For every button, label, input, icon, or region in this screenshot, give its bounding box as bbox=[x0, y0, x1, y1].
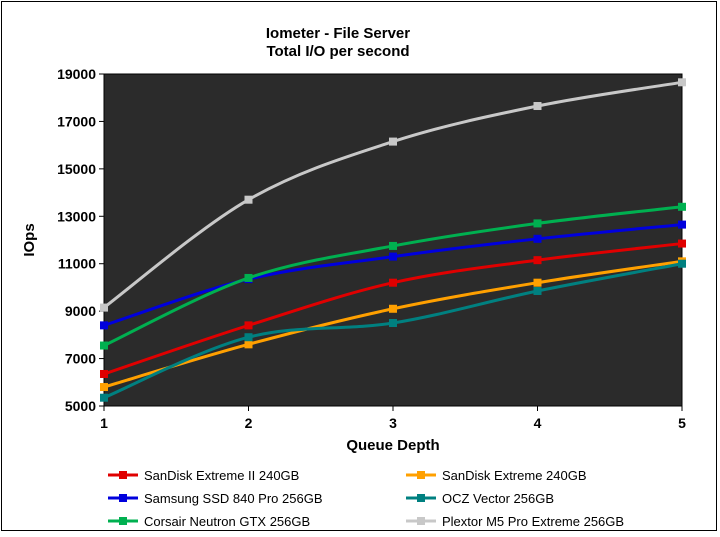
data-point bbox=[533, 256, 542, 265]
data-point bbox=[678, 78, 686, 87]
y-tick-label: 17000 bbox=[57, 113, 96, 129]
chart-subtitle: Total I/O per second bbox=[266, 43, 409, 60]
legend-label: OCZ Vector 256GB bbox=[442, 491, 554, 506]
legend-swatch-marker bbox=[417, 471, 425, 479]
legend-item: Plextor M5 Pro Extreme 256GB bbox=[406, 514, 624, 529]
data-point bbox=[244, 340, 253, 349]
data-point bbox=[100, 321, 108, 330]
data-point bbox=[244, 333, 253, 342]
data-point bbox=[100, 303, 108, 312]
legend-swatch-marker bbox=[119, 517, 127, 525]
data-point bbox=[389, 241, 397, 250]
data-point bbox=[533, 286, 542, 295]
series-0 bbox=[100, 239, 686, 378]
x-tick-label: 3 bbox=[389, 415, 397, 431]
y-tick-label: 11000 bbox=[58, 256, 96, 272]
y-tick-label: 19000 bbox=[57, 66, 96, 82]
data-point bbox=[100, 369, 108, 378]
legend-swatch-marker bbox=[417, 517, 425, 525]
legend-swatch-marker bbox=[119, 494, 127, 502]
y-tick-label: 13000 bbox=[57, 208, 96, 224]
legend-swatch-marker bbox=[119, 471, 127, 479]
data-point bbox=[533, 219, 542, 228]
y-tick-label: 5000 bbox=[65, 398, 96, 414]
y-axis-label: IOps bbox=[21, 223, 38, 256]
data-point bbox=[389, 319, 397, 327]
data-point bbox=[244, 321, 253, 330]
legend-label: Samsung SSD 840 Pro 256GB bbox=[144, 491, 323, 506]
data-point bbox=[678, 220, 686, 229]
legend-label: Corsair Neutron GTX 256GB bbox=[144, 514, 310, 529]
data-point bbox=[100, 393, 108, 402]
data-point bbox=[678, 259, 686, 268]
series-group bbox=[100, 78, 686, 402]
y-tick-label: 7000 bbox=[65, 351, 96, 367]
data-point bbox=[100, 383, 108, 392]
legend-item: OCZ Vector 256GB bbox=[406, 491, 554, 506]
plot-area bbox=[103, 73, 683, 407]
legend-item: Samsung SSD 840 Pro 256GB bbox=[108, 491, 323, 506]
y-axis: 5000 7000 9000 11000 13000 15000 17000 19000 bbox=[57, 66, 104, 414]
x-tick-label: 5 bbox=[678, 415, 686, 431]
data-point bbox=[533, 234, 542, 243]
data-point bbox=[533, 278, 542, 287]
data-point bbox=[389, 278, 397, 287]
legend-label: SanDisk Extreme II 240GB bbox=[144, 468, 299, 483]
x-tick-label: 4 bbox=[534, 415, 542, 431]
data-point bbox=[244, 273, 253, 282]
legend-item: SanDisk Extreme II 240GB bbox=[108, 468, 299, 483]
chart-title: Iometer - File Server bbox=[266, 25, 410, 42]
data-point bbox=[389, 137, 397, 146]
y-tick-label: 9000 bbox=[65, 303, 96, 319]
x-tick-label: 2 bbox=[245, 415, 253, 431]
x-axis-label: Queue Depth bbox=[346, 437, 439, 454]
legend-swatch-marker bbox=[417, 494, 425, 502]
data-point bbox=[100, 341, 108, 350]
x-tick-label: 1 bbox=[100, 415, 108, 431]
legend-label: Plextor M5 Pro Extreme 256GB bbox=[442, 514, 624, 529]
legend-item: SanDisk Extreme 240GB bbox=[406, 468, 587, 483]
series-5 bbox=[100, 78, 686, 312]
legend-item: Corsair Neutron GTX 256GB bbox=[108, 514, 310, 529]
series-3 bbox=[100, 259, 686, 402]
legend: SanDisk Extreme II 240GB SanDisk Extreme … bbox=[108, 468, 624, 529]
data-point bbox=[678, 202, 686, 211]
series-4 bbox=[100, 202, 686, 350]
data-point bbox=[389, 252, 397, 261]
data-point bbox=[389, 304, 397, 313]
data-point bbox=[678, 239, 686, 248]
x-axis: 1 2 3 4 5 bbox=[100, 406, 686, 431]
data-point bbox=[533, 102, 542, 111]
legend-label: SanDisk Extreme 240GB bbox=[442, 468, 587, 483]
y-tick-label: 15000 bbox=[57, 161, 96, 177]
data-point bbox=[244, 195, 253, 204]
